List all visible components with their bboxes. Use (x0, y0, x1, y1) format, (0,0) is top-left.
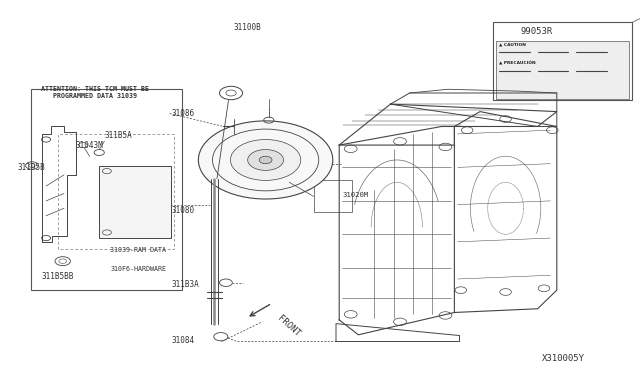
Text: ▲ CAUTION: ▲ CAUTION (499, 43, 526, 46)
Text: 311B5BB: 311B5BB (42, 272, 74, 280)
Text: 310F6-HARDWARE: 310F6-HARDWARE (110, 266, 166, 272)
Text: 311B3A: 311B3A (172, 280, 199, 289)
Circle shape (248, 150, 284, 170)
Text: 31043M: 31043M (76, 141, 103, 150)
Text: 99053R: 99053R (520, 27, 552, 36)
Text: FRONT: FRONT (275, 314, 301, 339)
Bar (496, 41, 629, 99)
Bar (314, 180, 352, 212)
Text: 31020M: 31020M (342, 192, 369, 198)
Text: 31080: 31080 (172, 206, 195, 215)
Text: ATTENTION: THIS TCM MUST BE
PROGRAMMED DATA 31039: ATTENTION: THIS TCM MUST BE PROGRAMMED D… (41, 86, 148, 99)
Text: 311B5A: 311B5A (104, 131, 132, 140)
Circle shape (230, 140, 301, 180)
Text: 31100B: 31100B (234, 23, 261, 32)
Bar (493, 22, 632, 100)
Circle shape (259, 156, 272, 164)
Circle shape (198, 121, 333, 199)
Text: 31039-RAM DATA: 31039-RAM DATA (110, 247, 166, 253)
Text: 31195B: 31195B (18, 163, 45, 172)
Text: 31086: 31086 (172, 109, 195, 118)
Text: ▲ PRECAUCIÓN: ▲ PRECAUCIÓN (499, 61, 536, 65)
Bar (99, 166, 171, 238)
Text: X310005Y: X310005Y (541, 354, 585, 363)
Bar (31, 89, 182, 290)
Text: 31084: 31084 (172, 336, 195, 345)
